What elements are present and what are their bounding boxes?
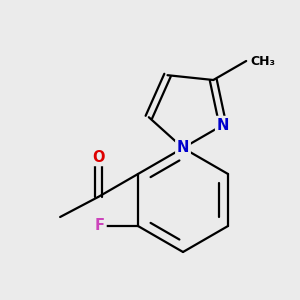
Text: N: N [217, 118, 229, 133]
Text: O: O [92, 149, 104, 164]
Text: CH₃: CH₃ [250, 55, 275, 68]
Text: F: F [95, 218, 105, 233]
Text: N: N [177, 140, 189, 155]
